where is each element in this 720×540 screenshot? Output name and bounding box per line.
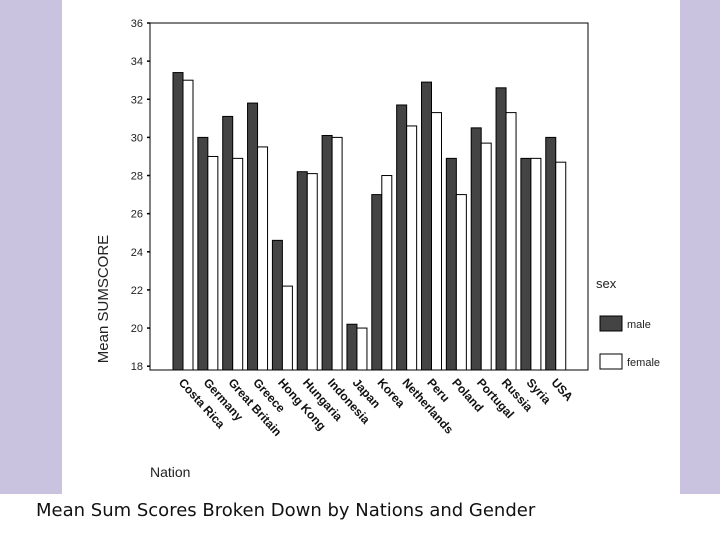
legend-swatch-female xyxy=(599,353,623,370)
bar-male-hungaria xyxy=(296,171,308,371)
x-tick-label: USA xyxy=(549,376,577,404)
bar-female-costa-rica xyxy=(182,79,194,371)
bar-female-netherlands xyxy=(406,125,418,371)
bar-male-hong-kong xyxy=(271,239,283,371)
slide-panel xyxy=(62,0,680,494)
bar-male-germany xyxy=(197,136,209,371)
bar-male-indonesia xyxy=(321,134,333,371)
bar-female-peru xyxy=(431,112,442,371)
bar-female-japan xyxy=(356,327,368,371)
bar-male-netherlands xyxy=(396,104,408,371)
bar-male-poland xyxy=(445,157,457,371)
bar-female-portugal xyxy=(480,142,492,371)
bar-female-great-britain xyxy=(232,157,244,371)
bar-male-greece xyxy=(247,102,259,371)
bar-female-russia xyxy=(505,112,517,371)
bar-female-korea xyxy=(381,175,393,371)
y-tick-label: 22 xyxy=(131,285,143,297)
legend-title: sex xyxy=(596,276,617,291)
legend-label-female: female xyxy=(627,357,660,369)
y-tick-label: 26 xyxy=(131,209,143,221)
bar-male-portugal xyxy=(470,127,482,371)
y-tick-label: 36 xyxy=(131,18,143,30)
x-axis-label: Nation xyxy=(150,464,190,480)
y-tick-label: 18 xyxy=(131,361,143,373)
bar-male-korea xyxy=(371,194,383,371)
legend-label-male: male xyxy=(627,319,651,331)
y-axis-label: Mean SUMSCORE xyxy=(95,235,112,363)
y-tick-label: 32 xyxy=(131,94,143,106)
bar-male-costa-rica xyxy=(172,72,184,371)
bar-male-great-britain xyxy=(222,115,234,371)
slide-caption: Mean Sum Scores Broken Down by Nations a… xyxy=(36,500,536,521)
y-tick-label: 30 xyxy=(131,132,143,144)
bar-female-hong-kong xyxy=(281,285,293,371)
y-tick-label: 28 xyxy=(131,171,143,183)
plot-frame xyxy=(149,22,589,371)
bar-female-syria xyxy=(530,157,542,371)
bar-male-japan xyxy=(346,323,358,371)
y-tick-label: 24 xyxy=(131,247,143,259)
caption-bar: Mean Sum Scores Broken Down by Nations a… xyxy=(0,494,720,540)
bar-male-usa xyxy=(545,136,557,371)
y-tick-label: 20 xyxy=(131,323,143,335)
bar-female-poland xyxy=(455,194,467,371)
bar-female-germany xyxy=(207,155,219,371)
bar-female-indonesia xyxy=(331,136,343,371)
legend-swatch-male xyxy=(599,315,623,332)
bar-female-hungaria xyxy=(306,173,318,371)
bar-female-usa xyxy=(555,161,567,371)
bar-female-greece xyxy=(257,146,269,371)
bar-male-peru xyxy=(421,81,432,371)
bar-male-syria xyxy=(520,157,532,371)
y-tick-label: 34 xyxy=(131,56,143,68)
bar-male-russia xyxy=(495,87,507,371)
